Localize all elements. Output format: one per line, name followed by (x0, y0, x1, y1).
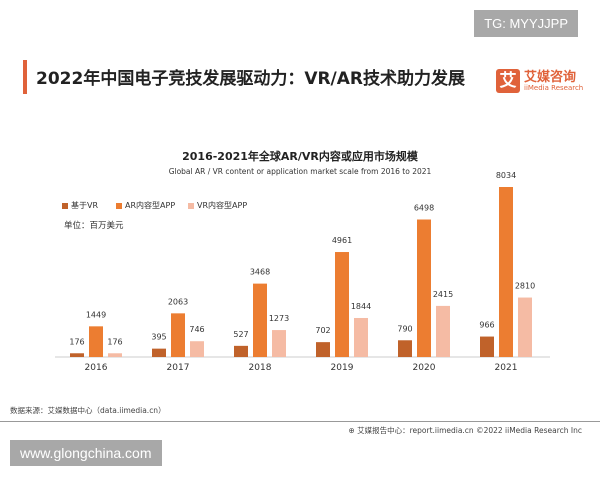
data-label-2020-2: 2415 (433, 290, 453, 299)
data-label-2021-2: 2810 (515, 282, 535, 291)
legend-item-vr: 基于VR (62, 200, 98, 211)
bar-2016-2 (108, 353, 122, 357)
bar-2021-1 (499, 187, 513, 357)
data-label-2017-1: 2063 (168, 297, 188, 306)
data-label-2016-0: 176 (69, 337, 84, 346)
bar-2017-2 (190, 341, 204, 357)
x-tick-2019: 2019 (331, 363, 354, 373)
title-accent-bar (23, 60, 27, 94)
footer-text: ⊕ 艾媒报告中心：report.iimedia.cn ©2022 iiMedia… (348, 426, 582, 435)
chart-title: 2016-2021年全球AR/VR内容或应用市场规模 (182, 150, 418, 163)
bar-2018-2 (272, 330, 286, 357)
bar-2017-1 (171, 313, 185, 357)
bar-2016-0 (70, 353, 84, 357)
legend-item-ar-app: AR内容型APP (116, 200, 175, 211)
data-label-2020-1: 6498 (414, 204, 434, 213)
x-tick-2021: 2021 (495, 363, 518, 373)
x-tick-2017: 2017 (167, 363, 190, 373)
x-tick-2020: 2020 (413, 363, 436, 373)
data-label-2019-1: 4961 (332, 236, 352, 245)
bar-2018-1 (253, 283, 267, 357)
iimedia-logo: 艾 艾媒咨询 iiMedia Research (496, 64, 590, 100)
watermark-bottom: www.glongchina.com (10, 440, 162, 466)
data-label-2018-1: 3468 (250, 268, 270, 277)
logo-en: iiMedia Research (524, 84, 584, 92)
unit-label: 单位：百万美元 (64, 221, 124, 231)
watermark-top: TG: MYYJJPP (474, 10, 578, 37)
data-label-2017-0: 395 (151, 333, 166, 342)
data-label-2018-2: 1273 (269, 314, 289, 323)
bar-2021-2 (518, 297, 532, 357)
data-label-2020-0: 790 (397, 324, 412, 333)
logo-cn: 艾媒咨询 (524, 70, 577, 85)
bar-2017-0 (152, 348, 166, 357)
bar-2019-2 (354, 317, 368, 357)
bar-chart: 176 1449 176 2016 395 2063 746 2017 527 3468 1273 2… (55, 171, 550, 373)
bar-2020-1 (417, 219, 431, 357)
data-label-2016-2: 176 (107, 337, 122, 346)
data-label-2019-0: 702 (315, 326, 330, 335)
divider (0, 421, 600, 422)
data-label-2016-1: 1449 (86, 310, 106, 319)
bar-2021-0 (480, 336, 494, 357)
logo-mark: 艾 (496, 69, 520, 93)
bar-2020-0 (398, 340, 412, 357)
data-label-2018-0: 527 (233, 330, 248, 339)
bar-2016-1 (89, 326, 103, 357)
bar-2020-2 (436, 305, 450, 357)
data-source: 数据来源：艾媒数据中心（data.iimedia.cn） (10, 406, 166, 415)
data-label-2021-0: 966 (479, 321, 494, 330)
page-title: 2022年中国电子竞技发展驱动力：VR/AR技术助力发展 (36, 69, 466, 89)
bar-2019-1 (335, 252, 349, 357)
bar-2019-0 (316, 342, 330, 357)
data-label-2019-2: 1844 (351, 302, 371, 311)
chart-subtitle: Global AR / VR content or application ma… (168, 167, 432, 176)
x-tick-2018: 2018 (249, 363, 272, 373)
bar-2018-0 (234, 345, 248, 357)
legend-item-vr-app: VR内容型APP (188, 200, 247, 211)
data-label-2017-2: 746 (189, 325, 204, 334)
data-label-2021-1: 8034 (496, 171, 516, 180)
x-tick-2016: 2016 (85, 363, 108, 373)
globe-icon: ⊕ (348, 426, 358, 435)
